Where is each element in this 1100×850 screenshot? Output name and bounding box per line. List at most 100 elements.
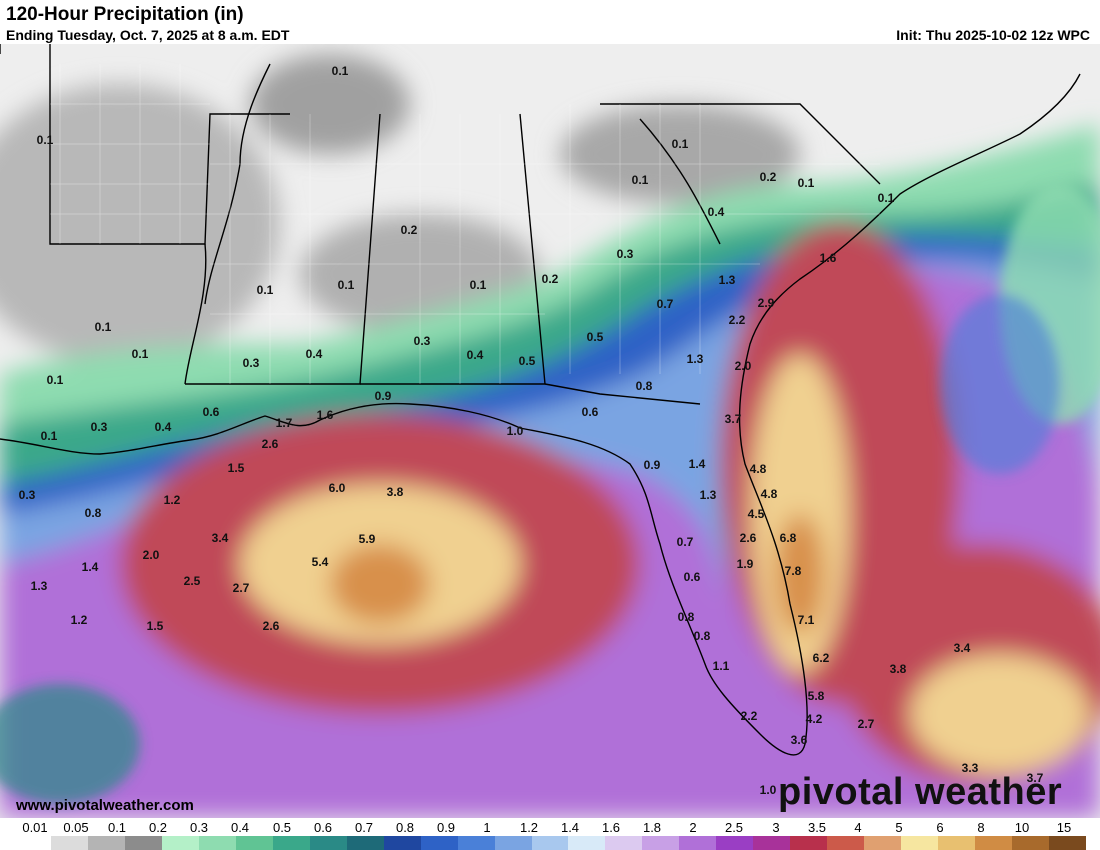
- boundaries: [0, 44, 1081, 756]
- precip-value-label: 0.1: [40, 429, 58, 443]
- precip-value-label: 0.6: [202, 405, 220, 419]
- precip-value-label: 0.5: [586, 330, 604, 344]
- precip-value-label: 1.4: [81, 560, 99, 574]
- precip-value-label: 0.1: [331, 64, 349, 78]
- precip-value-label: 3.6: [790, 733, 808, 747]
- precip-value-label: 1.7: [275, 416, 293, 430]
- legend-tick-label: 1.8: [642, 820, 662, 835]
- precip-value-label: 1.5: [227, 461, 245, 475]
- legend-swatch: [679, 836, 717, 850]
- legend-tick-label: 3.5: [807, 820, 827, 835]
- precip-value-label: 1.9: [736, 557, 754, 571]
- legend-swatch: [938, 836, 976, 850]
- precip-value-label: 0.1: [671, 137, 689, 151]
- precipitation-map[interactable]: 0.1 0.1 0.1 0.1 0.2 0.1 0.1 0.4 0.2 0.3 1.6 1.3 0.1 0…: [0, 44, 1100, 818]
- precip-value-label: 0.5: [518, 354, 536, 368]
- precip-value-label: 2.5: [183, 574, 201, 588]
- legend-swatch: [975, 836, 1013, 850]
- precip-value-label: 0.3: [413, 334, 431, 348]
- legend-tick-label: 1.4: [560, 820, 580, 835]
- precip-value-label: 0.1: [797, 176, 815, 190]
- legend-swatch: [383, 836, 422, 850]
- valid-time-subtitle: Ending Tuesday, Oct. 7, 2025 at 8 a.m. E…: [6, 27, 290, 43]
- precip-value-label: 3.8: [386, 485, 404, 499]
- precip-value-label: 2.0: [142, 548, 160, 562]
- precip-value-label: 0.1: [131, 347, 149, 361]
- precip-value-label: 3.4: [953, 641, 971, 655]
- precip-value-label: 5.4: [311, 555, 329, 569]
- precip-value-label: 3.7: [1026, 771, 1044, 785]
- precip-value-label: 1.2: [163, 493, 181, 507]
- legend-tick-label: 3: [772, 820, 780, 835]
- legend-tick-label: 1: [483, 820, 491, 835]
- precip-value-label: 6.0: [328, 481, 346, 495]
- precip-value-label: 6.2: [812, 651, 830, 665]
- legend-swatch: [457, 836, 496, 850]
- legend-tick-label: 0.5: [272, 820, 292, 835]
- precip-value-label: 0.7: [656, 297, 674, 311]
- precip-value-label: 0.4: [154, 420, 172, 434]
- legend-swatch: [605, 836, 643, 850]
- legend-tick-label: 15: [1056, 820, 1072, 835]
- precip-value-label: 0.6: [683, 570, 701, 584]
- legend-swatch: [827, 836, 865, 850]
- precip-value-label: 1.6: [316, 408, 334, 422]
- precip-value-label: 0.8: [84, 506, 102, 520]
- precip-value-label: 5.8: [807, 689, 825, 703]
- precip-value-label: 0.1: [46, 373, 64, 387]
- precip-field: [0, 54, 1100, 818]
- precip-value-label: 4.5: [747, 507, 765, 521]
- precip-value-label: 0.2: [400, 223, 418, 237]
- precip-value-label: 7.8: [784, 564, 802, 578]
- legend-tick-label: 8: [977, 820, 985, 835]
- atlantic-precip: [0, 184, 1100, 804]
- precip-value-label: 0.3: [90, 420, 108, 434]
- legend-swatch: [50, 836, 89, 850]
- precip-value-label: 0.9: [643, 458, 661, 472]
- precip-value-label: 0.2: [541, 272, 559, 286]
- legend-tick-label: 1.2: [519, 820, 539, 835]
- precip-value-label: 2.9: [757, 296, 775, 310]
- precip-value-label: 7.1: [797, 613, 815, 627]
- legend-swatch: [531, 836, 569, 850]
- precip-value-label: 1.5: [146, 619, 164, 633]
- county-lines: [50, 64, 880, 384]
- precip-value-label: 5.9: [358, 532, 376, 546]
- precip-value-label: 1.0: [759, 783, 777, 797]
- legend-tick-label: 0.7: [354, 820, 374, 835]
- precip-value-label: 1.1: [712, 659, 730, 673]
- legend-tick-label: 1.6: [601, 820, 621, 835]
- legend-tick-label: 10: [1014, 820, 1030, 835]
- precip-value-label: 4.2: [805, 712, 823, 726]
- map-canvas: [0, 44, 1100, 818]
- precip-value-label: 4.8: [760, 487, 778, 501]
- website-watermark: www.pivotalweather.com: [16, 797, 194, 814]
- precip-value-label: 0.2: [759, 170, 777, 184]
- legend-swatch: [642, 836, 680, 850]
- precip-value-label: 0.1: [877, 191, 895, 205]
- precip-value-label: 0.1: [256, 283, 274, 297]
- legend-swatch: [494, 836, 532, 850]
- legend-tick-label: 0.6: [313, 820, 333, 835]
- brand-logo: pivotal weather: [778, 771, 1063, 813]
- legend-swatch: [901, 836, 939, 850]
- color-legend: 0.01 0.05 0.1 0.2 0.3 0.4 0.5 0.6 0.7 0.8 0.9 1 1.2 1…: [0, 818, 1100, 850]
- precip-value-label: 0.3: [242, 356, 260, 370]
- precip-value-label: 0.1: [94, 320, 112, 334]
- precip-value-label: 0.6: [581, 405, 599, 419]
- precip-value-label: 0.1: [469, 278, 487, 292]
- precip-value-label: 3.7: [724, 412, 742, 426]
- legend-tick-label: 0.9: [436, 820, 456, 835]
- precip-value-label: 1.4: [688, 457, 706, 471]
- precip-value-label: 0.1: [36, 133, 54, 147]
- legend-tick-label: 5: [895, 820, 903, 835]
- legend-tick-label: 4: [854, 820, 862, 835]
- legend-swatch: [1012, 836, 1050, 850]
- legend-swatch: [420, 836, 459, 850]
- init-time: Init: Thu 2025-10-02 12z WPC: [896, 27, 1090, 43]
- precip-value-label: 2.6: [261, 437, 279, 451]
- legend-tick-label: 0.2: [148, 820, 168, 835]
- precip-value-label: 1.3: [686, 352, 704, 366]
- legend-swatch: [1049, 836, 1087, 850]
- precip-value-label: 6.8: [779, 531, 797, 545]
